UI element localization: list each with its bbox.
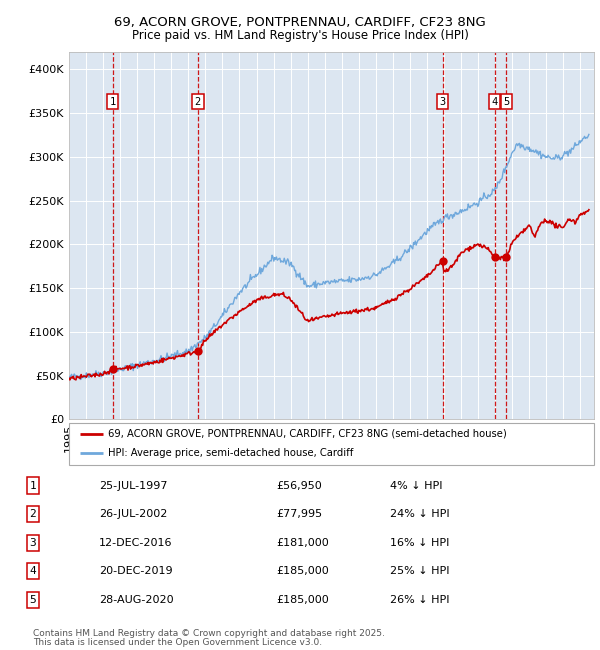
Text: 4% ↓ HPI: 4% ↓ HPI xyxy=(390,480,443,491)
Text: 26-JUL-2002: 26-JUL-2002 xyxy=(99,509,167,519)
Text: HPI: Average price, semi-detached house, Cardiff: HPI: Average price, semi-detached house,… xyxy=(109,448,354,458)
Text: 16% ↓ HPI: 16% ↓ HPI xyxy=(390,538,449,548)
Text: £181,000: £181,000 xyxy=(276,538,329,548)
Text: 20-DEC-2019: 20-DEC-2019 xyxy=(99,566,173,577)
Text: 26% ↓ HPI: 26% ↓ HPI xyxy=(390,595,449,605)
Text: Price paid vs. HM Land Registry's House Price Index (HPI): Price paid vs. HM Land Registry's House … xyxy=(131,29,469,42)
Text: £56,950: £56,950 xyxy=(276,480,322,491)
Text: 4: 4 xyxy=(29,566,37,577)
FancyBboxPatch shape xyxy=(69,422,594,465)
Text: £77,995: £77,995 xyxy=(276,509,322,519)
Text: Contains HM Land Registry data © Crown copyright and database right 2025.: Contains HM Land Registry data © Crown c… xyxy=(33,629,385,638)
Text: £185,000: £185,000 xyxy=(276,566,329,577)
Text: 25-JUL-1997: 25-JUL-1997 xyxy=(99,480,167,491)
Text: 24% ↓ HPI: 24% ↓ HPI xyxy=(390,509,449,519)
Text: 1: 1 xyxy=(29,480,37,491)
Text: 3: 3 xyxy=(29,538,37,548)
Text: 69, ACORN GROVE, PONTPRENNAU, CARDIFF, CF23 8NG: 69, ACORN GROVE, PONTPRENNAU, CARDIFF, C… xyxy=(114,16,486,29)
Text: 1: 1 xyxy=(110,97,116,107)
Text: 3: 3 xyxy=(440,97,446,107)
Text: 12-DEC-2016: 12-DEC-2016 xyxy=(99,538,173,548)
Text: This data is licensed under the Open Government Licence v3.0.: This data is licensed under the Open Gov… xyxy=(33,638,322,647)
Text: £185,000: £185,000 xyxy=(276,595,329,605)
Text: 5: 5 xyxy=(29,595,37,605)
Text: 2: 2 xyxy=(195,97,201,107)
Text: 2: 2 xyxy=(29,509,37,519)
Text: 5: 5 xyxy=(503,97,509,107)
Text: 4: 4 xyxy=(491,97,498,107)
Text: 25% ↓ HPI: 25% ↓ HPI xyxy=(390,566,449,577)
Text: 69, ACORN GROVE, PONTPRENNAU, CARDIFF, CF23 8NG (semi-detached house): 69, ACORN GROVE, PONTPRENNAU, CARDIFF, C… xyxy=(109,429,507,439)
Text: 28-AUG-2020: 28-AUG-2020 xyxy=(99,595,173,605)
